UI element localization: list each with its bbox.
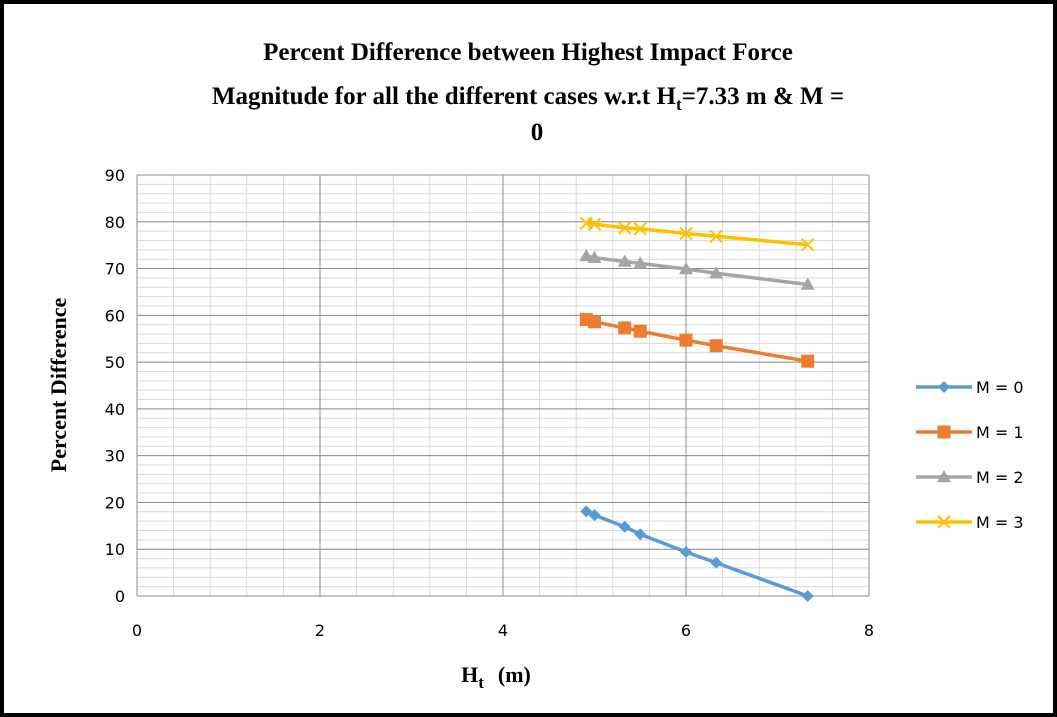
series-0-point — [710, 556, 723, 569]
x-tick-label: 2 — [315, 621, 325, 640]
marker-x-stroke — [937, 515, 951, 529]
series-1-point — [633, 324, 647, 338]
legend-item: M = 2 — [916, 468, 1024, 487]
chart-title-line-1: Percent Difference between Highest Impac… — [263, 39, 793, 66]
legend-marker — [938, 381, 950, 393]
y-tick-label: 30 — [105, 447, 125, 466]
series-2-point — [587, 250, 602, 264]
series-2-line — [585, 254, 808, 287]
y-axis-title: Percent Difference — [46, 298, 71, 473]
legend-item: M = 0 — [916, 378, 1024, 397]
x-tick-label: 6 — [681, 621, 691, 640]
marker-x-stroke — [679, 226, 693, 241]
y-tick-label: 20 — [105, 493, 125, 512]
legend-label: M = 2 — [976, 468, 1024, 487]
x-axis-title-main: H — [461, 662, 478, 687]
legend-item: M = 1 — [916, 423, 1024, 442]
y-tick-label: 80 — [105, 213, 125, 232]
x-axis-title-subscript: t — [478, 673, 484, 692]
legend-label: M = 3 — [976, 513, 1024, 532]
series-2-point — [617, 254, 632, 267]
x-axis-title: Ht (m) — [461, 662, 531, 692]
legend-label: M = 1 — [976, 423, 1024, 442]
series-layer — [579, 216, 815, 602]
y-tick-label: 60 — [105, 306, 125, 325]
series-0-point — [634, 528, 647, 541]
marker-x-stroke — [633, 222, 647, 236]
marker-x-stroke — [617, 221, 632, 235]
series-3-point — [587, 217, 602, 231]
series-0-line — [585, 509, 809, 598]
y-tick-label: 0 — [115, 587, 125, 606]
series-0-point — [801, 590, 814, 602]
series-2-point — [579, 248, 594, 262]
series-3-point — [679, 226, 693, 241]
series-1-point — [618, 321, 632, 335]
x-tick-label: 0 — [132, 621, 142, 640]
y-tick-label: 10 — [105, 540, 125, 559]
chart-title-line-2-subscript: t — [676, 95, 682, 114]
series-1-point — [588, 315, 601, 329]
chart-title-line-2-suffix: =7.33 m & M = — [682, 83, 845, 110]
marker-x-stroke — [800, 237, 815, 252]
chart-title-line-2: Magnitude for all the different cases w.… — [212, 83, 844, 114]
legend-item: M = 3 — [916, 513, 1024, 532]
series-3-point — [617, 221, 632, 235]
y-tick-label: 40 — [105, 400, 125, 419]
series-1-point — [709, 339, 723, 353]
y-tick-label: 70 — [105, 260, 125, 279]
y-tick-label: 90 — [105, 166, 125, 185]
series-3-point — [800, 237, 815, 252]
series-0-point — [680, 546, 692, 559]
legend-marker — [937, 470, 951, 483]
series-2-point — [679, 262, 693, 275]
series-1-point — [801, 354, 815, 368]
series-0-point — [618, 520, 631, 533]
x-tick-label: 8 — [864, 621, 874, 640]
series-3-point — [709, 229, 723, 243]
x-axis-ticks: 0 2 4 6 8 — [132, 621, 874, 640]
marker-x-stroke — [709, 229, 723, 243]
legend-label: M = 0 — [976, 378, 1024, 397]
major-gridlines — [136, 174, 870, 597]
series-0-point — [588, 509, 601, 522]
series-2-point — [633, 256, 648, 269]
y-tick-label: 50 — [105, 353, 125, 372]
series-2-point — [709, 266, 724, 279]
series-1-point — [679, 333, 693, 347]
marker-x-stroke — [587, 217, 602, 231]
x-axis-title-unit: (m) — [498, 662, 531, 687]
y-axis-ticks: 0 10 20 30 40 50 60 70 80 90 — [105, 166, 125, 606]
legend-marker — [937, 425, 951, 439]
series-2-point — [800, 277, 815, 290]
legend-marker — [937, 515, 951, 529]
legend: M = 0 M = 1 M = 2 M = 3 — [916, 378, 1024, 532]
x-tick-label: 4 — [498, 621, 508, 640]
chart-title-line-2-prefix: Magnitude for all the different cases w.… — [212, 83, 677, 110]
chart-title-line-3: 0 — [531, 119, 544, 146]
series-3-point — [633, 222, 647, 236]
